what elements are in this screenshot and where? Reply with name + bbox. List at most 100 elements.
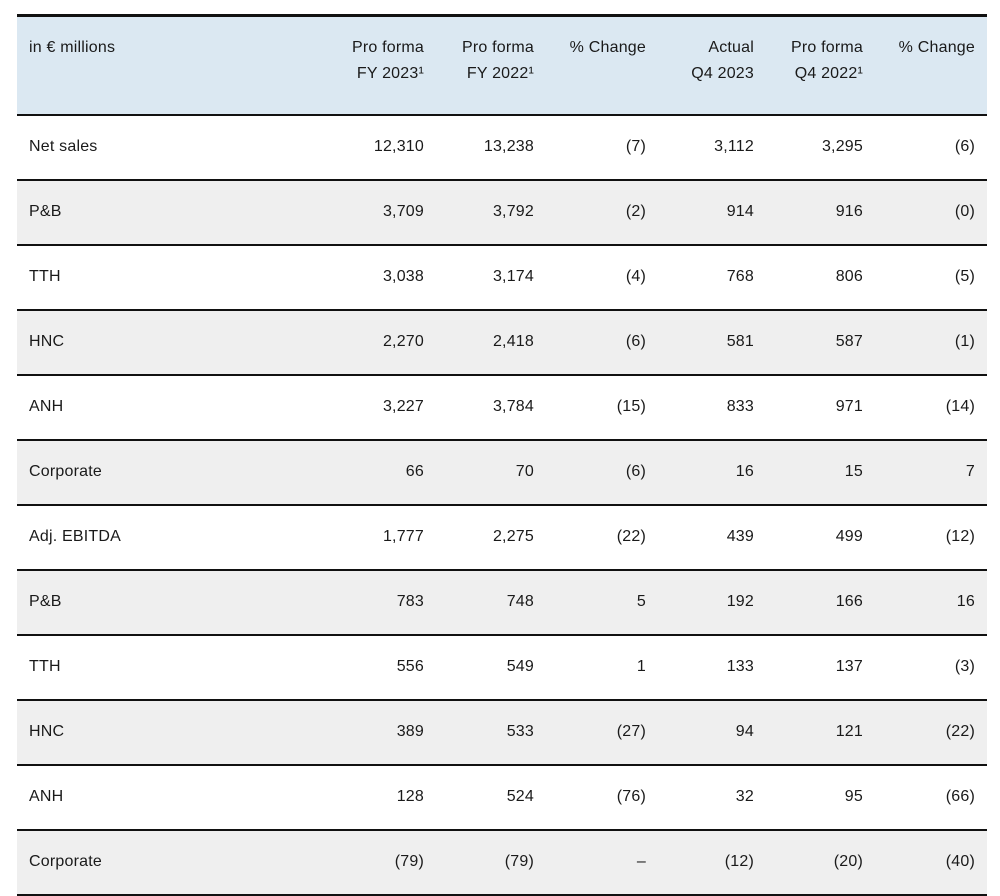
table-row: TTH 556 549 1 133 137 (3) <box>17 634 987 701</box>
row-label: P&B <box>17 179 264 246</box>
value-cell: (40) <box>863 829 987 896</box>
value-cell: 95 <box>754 764 863 831</box>
row-label: ANH <box>17 764 264 831</box>
row-label: Net sales <box>17 114 264 181</box>
value-cell: 7 <box>863 439 987 506</box>
table-row: Corporate 66 70 (6) 16 15 7 <box>17 439 987 506</box>
column-header-line1: % Change <box>569 39 646 56</box>
table-row: HNC 389 533 (27) 94 121 (22) <box>17 699 987 766</box>
value-cell: 13,238 <box>424 114 534 181</box>
value-cell: 748 <box>424 569 534 636</box>
value-cell: 15 <box>754 439 863 506</box>
column-header: Actual Q4 2023 <box>646 14 754 116</box>
table-row: TTH 3,038 3,174 (4) 768 806 (5) <box>17 244 987 311</box>
row-label: Adj. EBITDA <box>17 504 264 571</box>
value-cell: 768 <box>646 244 754 311</box>
value-cell: 3,784 <box>424 374 534 441</box>
value-cell: 121 <box>754 699 863 766</box>
column-header: Pro forma FY 2023¹ <box>264 14 424 116</box>
value-cell: 524 <box>424 764 534 831</box>
column-header: % Change <box>863 14 987 116</box>
value-cell: (66) <box>863 764 987 831</box>
table-row: Net sales 12,310 13,238 (7) 3,112 3,295 (6) <box>17 114 987 181</box>
row-label: Corporate <box>17 829 264 896</box>
row-label: HNC <box>17 699 264 766</box>
value-cell: 914 <box>646 179 754 246</box>
value-cell: 439 <box>646 504 754 571</box>
value-cell: 2,270 <box>264 309 424 376</box>
value-cell: 556 <box>264 634 424 701</box>
column-header-line2: FY 2022¹ <box>466 65 534 82</box>
table-row: Corporate (79) (79) – (12) (20) (40) <box>17 829 987 896</box>
value-cell: (0) <box>863 179 987 246</box>
value-cell: 1 <box>534 634 646 701</box>
table-body: Net sales 12,310 13,238 (7) 3,112 3,295 (6) P&B… <box>17 114 987 896</box>
value-cell: 3,295 <box>754 114 863 181</box>
value-cell: 1,777 <box>264 504 424 571</box>
value-cell: 3,174 <box>424 244 534 311</box>
column-header-line1: Actual <box>708 39 754 56</box>
value-cell: 70 <box>424 439 534 506</box>
value-cell: (76) <box>534 764 646 831</box>
row-label: TTH <box>17 244 264 311</box>
value-cell: (12) <box>646 829 754 896</box>
row-label: Corporate <box>17 439 264 506</box>
value-cell: (20) <box>754 829 863 896</box>
column-header-line1: Pro forma <box>351 39 424 56</box>
header-row: in € millions Pro forma FY 2023¹ Pro forma… <box>17 14 987 116</box>
column-header: % Change <box>534 14 646 116</box>
value-cell: 833 <box>646 374 754 441</box>
column-header: Pro forma FY 2022¹ <box>424 14 534 116</box>
value-cell: 66 <box>264 439 424 506</box>
table-header: in € millions Pro forma FY 2023¹ Pro forma… <box>17 14 987 116</box>
value-cell: 12,310 <box>264 114 424 181</box>
value-cell: 549 <box>424 634 534 701</box>
value-cell: (6) <box>534 439 646 506</box>
value-cell: 166 <box>754 569 863 636</box>
value-cell: (5) <box>863 244 987 311</box>
value-cell: (6) <box>534 309 646 376</box>
value-cell: 16 <box>646 439 754 506</box>
value-cell: 128 <box>264 764 424 831</box>
column-header-line2: Q4 2023 <box>691 65 754 82</box>
value-cell: 533 <box>424 699 534 766</box>
value-cell: 16 <box>863 569 987 636</box>
value-cell: 3,112 <box>646 114 754 181</box>
table-row: P&B 3,709 3,792 (2) 914 916 (0) <box>17 179 987 246</box>
value-cell: (22) <box>534 504 646 571</box>
value-cell: – <box>534 829 646 896</box>
value-cell: (14) <box>863 374 987 441</box>
unit-label: in € millions <box>17 14 264 116</box>
value-cell: 389 <box>264 699 424 766</box>
table-row: Adj. EBITDA 1,777 2,275 (22) 439 499 (12) <box>17 504 987 571</box>
value-cell: 971 <box>754 374 863 441</box>
value-cell: 5 <box>534 569 646 636</box>
results-table: in € millions Pro forma FY 2023¹ Pro forma… <box>17 14 987 896</box>
value-cell: (4) <box>534 244 646 311</box>
value-cell: 192 <box>646 569 754 636</box>
value-cell: 3,227 <box>264 374 424 441</box>
column-header: Pro forma Q4 2022¹ <box>754 14 863 116</box>
value-cell: 2,418 <box>424 309 534 376</box>
column-header-line1: % Change <box>898 39 975 56</box>
value-cell: (1) <box>863 309 987 376</box>
value-cell: 587 <box>754 309 863 376</box>
value-cell: 32 <box>646 764 754 831</box>
row-label: P&B <box>17 569 264 636</box>
column-header-line1: Pro forma <box>461 39 534 56</box>
value-cell: 137 <box>754 634 863 701</box>
value-cell: 499 <box>754 504 863 571</box>
value-cell: (22) <box>863 699 987 766</box>
column-header-line2: FY 2023¹ <box>356 65 424 82</box>
value-cell: 916 <box>754 179 863 246</box>
column-header-line1: Pro forma <box>790 39 863 56</box>
value-cell: (15) <box>534 374 646 441</box>
table-row: HNC 2,270 2,418 (6) 581 587 (1) <box>17 309 987 376</box>
value-cell: 783 <box>264 569 424 636</box>
table-row: P&B 783 748 5 192 166 16 <box>17 569 987 636</box>
value-cell: 581 <box>646 309 754 376</box>
value-cell: (79) <box>264 829 424 896</box>
value-cell: 806 <box>754 244 863 311</box>
column-header-line2: Q4 2022¹ <box>794 65 863 82</box>
